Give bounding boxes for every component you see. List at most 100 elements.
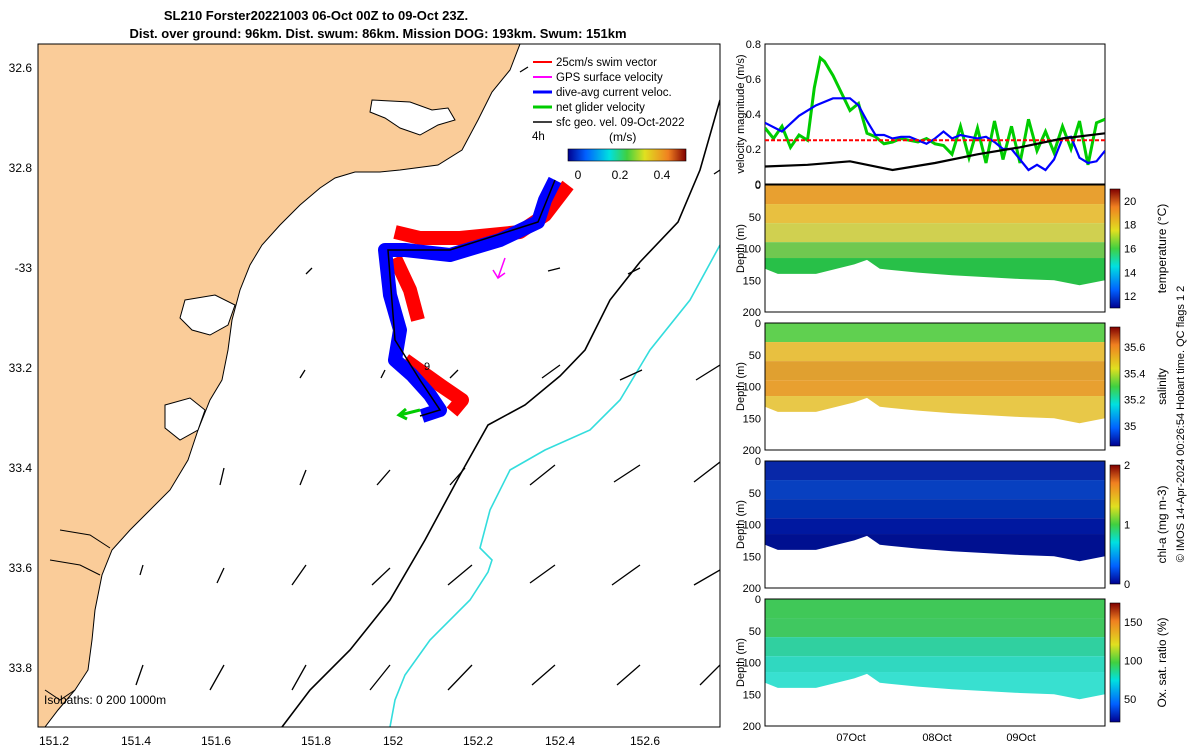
colorbar-tick: 18 <box>1124 220 1136 232</box>
track-label: 9 <box>424 361 430 373</box>
map-legend: 25cm/s swim vector GPS surface velocity … <box>532 57 687 182</box>
lon-tick: 151.4 <box>121 734 151 748</box>
title-line-2: Dist. over ground: 96km. Dist. swum: 86k… <box>129 26 626 41</box>
colorbar-tick: 12 <box>1124 291 1136 303</box>
section-salinity: 0 50 100 150 200 Depth (m) 35 35.2 35.4 35.6 salin… <box>735 318 1169 457</box>
colorbar-tick: 35.2 <box>1124 395 1145 407</box>
map-frame <box>37 43 721 728</box>
net-vector <box>396 407 421 421</box>
velocity-ytick: 0.2 <box>746 144 761 156</box>
lon-tick: 152 <box>383 734 403 748</box>
footer-credit: © IMOS 14-Apr-2024 00:26:54 Hobart time.… <box>1175 286 1187 563</box>
colorbar-tick: 14 <box>1124 267 1136 279</box>
lon-tick: 151.8 <box>301 734 331 748</box>
section-band <box>765 223 1105 243</box>
depth-tick: 100 <box>743 520 761 532</box>
depth-label: Depth (m) <box>735 224 747 273</box>
section-seafloor-mask <box>765 673 1105 726</box>
lat-tick: -33 <box>15 261 33 275</box>
legend-current: dive-avg current veloc. <box>556 87 672 99</box>
section-band <box>765 361 1105 381</box>
depth-tick: 50 <box>749 488 761 500</box>
colorbar-tick: 150 <box>1124 617 1142 629</box>
colorbar-tick: 0 <box>1124 579 1130 591</box>
colorbar-label: temperature (°C) <box>1155 204 1169 294</box>
section-seafloor-mask <box>765 397 1105 450</box>
lat-tick: 33.2 <box>9 361 33 375</box>
title-line-1: SL210 Forster20221003 06-Oct 00Z to 09-O… <box>164 8 468 23</box>
legend-geo: sfc geo. vel. 09-Oct-2022 <box>556 117 684 129</box>
velocity-line-sfc-geo-vel- <box>765 132 1105 172</box>
lon-tick: 151.2 <box>39 734 69 748</box>
velocity-ylabel: velocity magnitude (m/s) <box>735 54 747 173</box>
velocity-frame <box>764 43 1106 185</box>
depth-tick: 100 <box>743 658 761 670</box>
map-lon-ticks: 151.2 151.4 151.6 151.8 152 152.2 152.4 … <box>39 734 660 748</box>
velocity-line-dive-avg-current-veloc- <box>765 97 1105 172</box>
gps-vector <box>492 257 506 280</box>
depth-tick: 0 <box>755 180 761 192</box>
map-cbar-tick-1: 0.2 <box>612 168 629 182</box>
lon-tick: 152.4 <box>545 734 575 748</box>
section-band <box>765 618 1105 638</box>
depth-label: Depth (m) <box>735 638 747 687</box>
depth-tick: 0 <box>755 456 761 468</box>
depth-tick: 100 <box>743 382 761 394</box>
section-border <box>764 322 1106 451</box>
estuary-south <box>44 529 111 701</box>
section-border <box>764 460 1106 589</box>
velocity-ytick: 0.6 <box>746 74 761 86</box>
section-band <box>765 185 1105 205</box>
lake-north <box>369 99 456 136</box>
depth-tick: 150 <box>743 275 761 287</box>
map-lat-ticks: 32.6 32.8 -33 33.2 33.4 33.6 33.8 <box>9 61 33 675</box>
lat-tick: 33.8 <box>9 661 33 675</box>
section-band <box>765 499 1105 519</box>
depth-tick: 50 <box>749 350 761 362</box>
map-colorbar <box>567 148 687 162</box>
depth-tick: 0 <box>755 318 761 330</box>
section-seafloor-mask <box>765 259 1105 312</box>
time-tick: 09Oct <box>1006 732 1035 744</box>
colorbar-tick: 50 <box>1124 694 1136 706</box>
track-line <box>387 179 556 417</box>
section-colorbar <box>1109 464 1121 585</box>
velocity-series <box>765 55 1105 172</box>
colorbar-tick: 20 <box>1124 196 1136 208</box>
colorbar-label: Ox. sat. ratio (%) <box>1155 617 1169 707</box>
map-panel: 9 25cm/s swim vector GPS surface velocit… <box>9 43 721 748</box>
colorbar-tick: 1 <box>1124 520 1130 532</box>
section-band <box>765 242 1105 259</box>
colorbar-tick: 2 <box>1124 460 1130 472</box>
depth-tick: 200 <box>743 307 761 319</box>
section-band <box>765 342 1105 362</box>
section-colorbar <box>1109 188 1121 309</box>
lake-mid <box>179 294 236 336</box>
section-colorbar <box>1109 326 1121 447</box>
colorbar-tick: 35 <box>1124 421 1136 433</box>
colorbar-tick: 35.4 <box>1124 368 1145 380</box>
section-border <box>764 598 1106 727</box>
lon-tick: 151.6 <box>201 734 231 748</box>
lake-south <box>164 397 206 441</box>
depth-tick: 50 <box>749 626 761 638</box>
depth-label: Depth (m) <box>735 362 747 411</box>
time-tick: 08Oct <box>922 732 951 744</box>
velocity-panel: 0 0.2 0.4 0.6 0.8 velocity magnitude (m/s) <box>735 39 1106 191</box>
section-band <box>765 599 1105 619</box>
section-colorbar <box>1109 602 1121 723</box>
isobath-200 <box>281 99 720 727</box>
velocity-ytick: 0.8 <box>746 39 761 51</box>
velocity-ytick: 0 <box>755 179 761 191</box>
map-cbar-tick-2: 0.4 <box>654 168 671 182</box>
velocity-yticks: 0 0.2 0.4 0.6 0.8 <box>746 39 761 191</box>
velocity-ytick: 0.4 <box>746 109 761 121</box>
section-band <box>765 323 1105 343</box>
legend-gps: GPS surface velocity <box>556 72 663 84</box>
map-cbar-tick-0: 0 <box>575 168 582 182</box>
lon-tick: 152.2 <box>463 734 493 748</box>
section-seafloor-mask <box>765 535 1105 588</box>
section-chl-a: 0 50 100 150 200 Depth (m) 0 1 2 chl-a (mg m-3) <box>735 456 1169 595</box>
